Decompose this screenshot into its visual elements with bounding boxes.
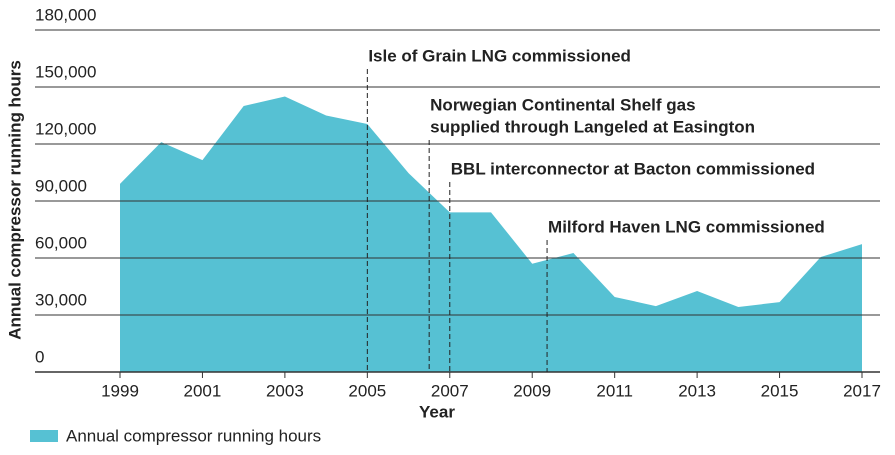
x-tick-label: 2017	[843, 381, 881, 400]
annotation-text: supplied through Langeled at Easington	[430, 117, 755, 136]
x-tick-label: 1999	[101, 381, 139, 400]
y-axis-title: Annual compressor running hours	[5, 60, 24, 340]
legend-label: Annual compressor running hours	[66, 426, 321, 445]
area	[120, 96, 862, 372]
x-tick-label: 2015	[761, 381, 799, 400]
x-tick-label: 2001	[184, 381, 222, 400]
y-tick-label: 0	[35, 347, 44, 366]
x-tick-label: 2005	[348, 381, 386, 400]
legend-swatch	[30, 430, 58, 442]
x-tick-label: 2007	[431, 381, 469, 400]
y-tick-label: 180,000	[35, 5, 96, 24]
x-tick-label: 2011	[596, 381, 633, 400]
x-tick-label: 2003	[266, 381, 304, 400]
annotation-text: BBL interconnector at Bacton commissione…	[451, 159, 815, 178]
x-tick-label: 2013	[678, 381, 716, 400]
y-tick-label: 90,000	[35, 176, 87, 195]
y-tick-label: 60,000	[35, 233, 87, 252]
annotation-text: Isle of Grain LNG commissioned	[368, 46, 631, 65]
annotation-text: Milford Haven LNG commissioned	[548, 217, 825, 236]
y-tick-label: 120,000	[35, 119, 96, 138]
x-axis-title: Year	[419, 402, 455, 421]
y-tick-label: 150,000	[35, 62, 96, 81]
y-tick-label: 30,000	[35, 290, 87, 309]
annotation-text: Norwegian Continental Shelf gas	[430, 95, 695, 114]
x-tick-label: 2009	[513, 381, 551, 400]
